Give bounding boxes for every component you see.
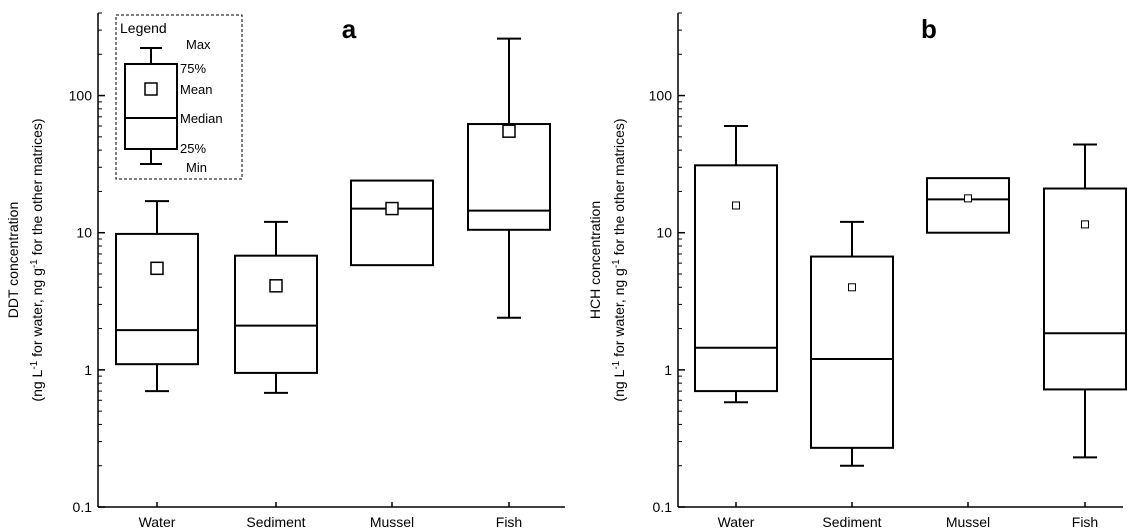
panel-a-y-tick-label: 100 (69, 88, 93, 104)
panel-b-y-axis-label-units: (ng L-1 for water, ng g-1 for the other … (611, 118, 628, 401)
panel-a-x-tick-label: Fish (496, 514, 522, 530)
panel-b-y-tick-label: 0.1 (653, 499, 673, 515)
panel-label-a: a (342, 14, 357, 44)
box-iqr (234, 254, 318, 374)
panel-a-y-tick-label: 0.1 (73, 499, 93, 515)
legend-label-75: 75% (180, 61, 206, 76)
panel-a-x-tick-label: Sediment (246, 514, 305, 530)
panel-a-x-tick-label: Mussel (370, 514, 414, 530)
panel-a-y-axis-label: DDT concentration (5, 202, 21, 318)
box-iqr (810, 255, 894, 449)
box-sediment (810, 220, 894, 467)
legend-label-min: Min (186, 160, 207, 175)
panel-b-x-tick-label: Water (718, 514, 755, 530)
box-fish (467, 37, 551, 319)
box-iqr (350, 179, 434, 267)
box-water (115, 200, 199, 393)
panel-b-x-tick-label: Sediment (822, 514, 881, 530)
units-part: (ng L (29, 369, 45, 401)
box-mussel (350, 179, 434, 267)
box-iqr (467, 123, 551, 231)
panel-a-y-axis-label-units: (ng L-1 for water, ng g-1 for the other … (29, 118, 46, 401)
units-part: -1 (29, 360, 40, 369)
panel-b-x-tick-label: Mussel (946, 514, 990, 530)
mean-marker (269, 279, 283, 293)
units-part: -1 (611, 259, 622, 268)
mean-marker (964, 194, 972, 203)
mean-marker (732, 201, 740, 210)
box-water (694, 124, 778, 404)
mean-marker (385, 201, 399, 216)
panel-b-y-tick-label: 100 (649, 88, 673, 104)
panel-b-x-tick-label: Fish (1072, 514, 1098, 530)
legend-label-max: Max (186, 37, 211, 52)
panel-a-x-tick-label: Water (139, 514, 176, 530)
legend-box-iqr (124, 63, 178, 150)
mean-marker (1081, 220, 1089, 229)
box-iqr (926, 177, 1010, 234)
panel-a-y-tick-label: 10 (76, 225, 92, 241)
legend-label-mean: Mean (180, 82, 213, 97)
box-iqr (694, 164, 778, 393)
legend-title: Legend (120, 20, 167, 36)
panel-label-b: b (921, 14, 937, 44)
units-part: (ng L (611, 369, 627, 401)
box-sediment (234, 220, 318, 394)
mean-marker (848, 283, 856, 292)
units-part: -1 (611, 360, 622, 369)
box-iqr (1043, 187, 1127, 391)
legend-label-25: 25% (180, 141, 206, 156)
box-fish (1043, 143, 1127, 459)
units-part: for water, ng g (611, 268, 627, 361)
units-part: -1 (29, 259, 40, 268)
mean-marker (502, 124, 516, 138)
panel-b-y-tick-label: 10 (656, 225, 672, 241)
units-part: for the other matrices) (611, 118, 627, 259)
panel-b-y-axis-label: HCH concentration (587, 201, 603, 319)
mean-marker (150, 261, 164, 276)
units-part: for the other matrices) (29, 118, 45, 259)
legend-label-median: Median (180, 111, 223, 126)
panel-b-y-tick-label: 1 (664, 362, 672, 378)
units-part: for water, ng g (29, 268, 45, 361)
box-iqr (115, 232, 199, 366)
box-mussel (926, 177, 1010, 234)
legend-box (115, 14, 243, 180)
panel-a-y-tick-label: 1 (84, 362, 92, 378)
legend-mean-marker (144, 82, 158, 96)
